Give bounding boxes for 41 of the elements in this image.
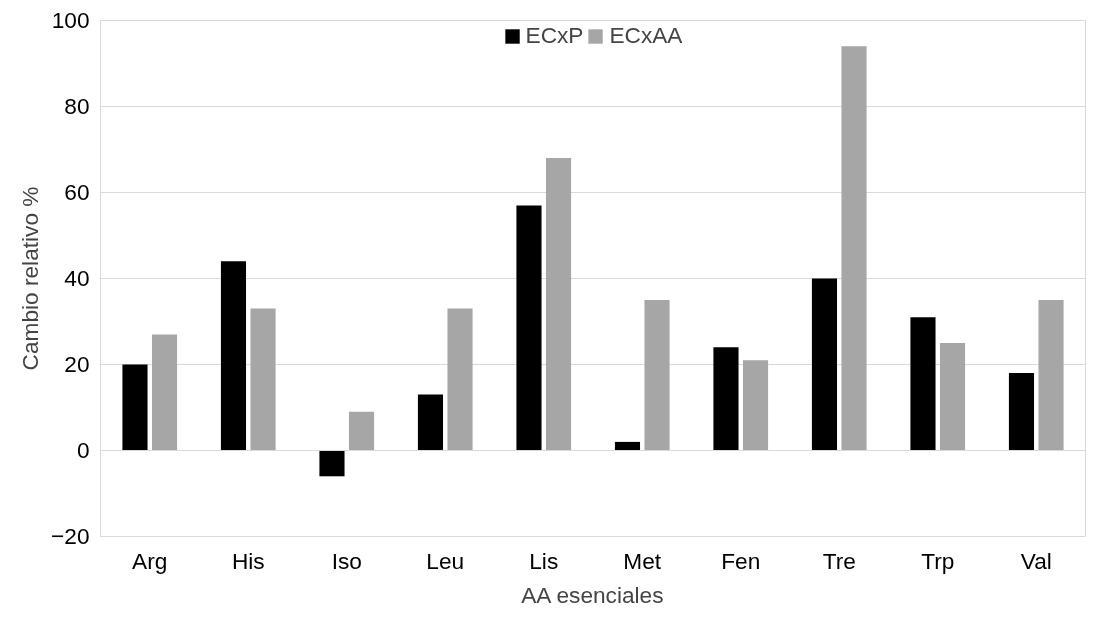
bar [417, 394, 444, 451]
x-tick-label: Trp [921, 547, 955, 574]
bar [220, 261, 247, 451]
bar [516, 205, 542, 451]
bar [151, 334, 178, 451]
bar [614, 441, 641, 451]
x-tick-label: His [231, 547, 265, 574]
bar [811, 278, 838, 451]
bar [939, 343, 966, 451]
bar [910, 317, 936, 451]
y-tick-label: 20 [64, 351, 90, 377]
bar [122, 364, 148, 451]
x-tick-label: Met [623, 547, 662, 574]
bar [713, 347, 739, 451]
x-tick-label: Leu [426, 547, 465, 574]
bar [250, 308, 276, 451]
legend-label: ECxP [525, 22, 584, 49]
y-tick-label: 40 [64, 265, 90, 291]
y-tick-label: 60 [64, 179, 90, 205]
bar [1008, 373, 1035, 451]
bar [545, 158, 572, 451]
y-tick-label: 0 [76, 437, 90, 463]
x-tick-label: Iso [331, 547, 362, 574]
x-tick-label: Val [1020, 547, 1052, 574]
legend-label: ECxAA [609, 22, 683, 49]
bar [348, 411, 375, 451]
y-tick-label: 80 [64, 93, 90, 119]
x-tick-label: Tre [822, 547, 856, 574]
bar [1038, 300, 1064, 451]
y-tick-label: −20 [51, 523, 90, 549]
x-tick-label: Fen [721, 547, 761, 574]
bar [841, 46, 867, 451]
bar [644, 300, 670, 451]
x-tick-label: Lis [529, 547, 559, 574]
y-axis-title: Cambio relativo % [17, 186, 44, 371]
bar [319, 450, 345, 477]
x-axis-title: AA esenciales [521, 581, 664, 608]
x-tick-label: Arg [132, 547, 168, 574]
y-tick-label: 100 [51, 7, 90, 33]
bar [447, 308, 473, 451]
bar [742, 360, 769, 451]
